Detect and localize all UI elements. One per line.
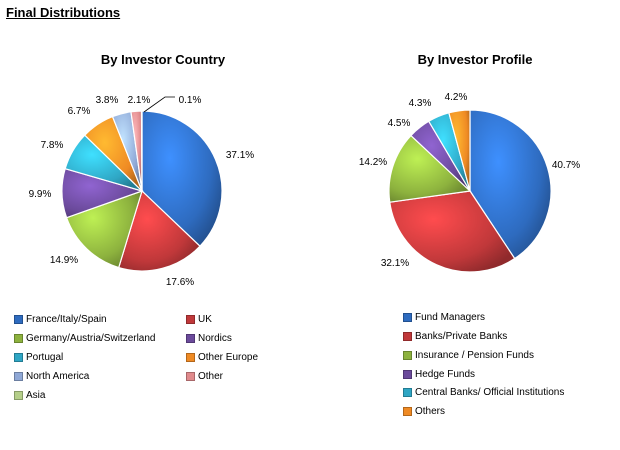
legend-item: Asia: [14, 390, 45, 401]
page-title: Final Distributions: [6, 5, 121, 20]
slice-value-label: 3.8%: [96, 95, 119, 106]
legend-item: France/Italy/Spain: [14, 314, 107, 325]
legend-label: France/Italy/Spain: [26, 314, 107, 325]
slice-value-label: 2.1%: [128, 95, 151, 106]
slice-value-label: 14.9%: [50, 255, 78, 266]
legend-label: North America: [26, 371, 90, 382]
legend-swatch: [14, 372, 23, 381]
slice-value-label: 40.7%: [552, 160, 580, 171]
legend-swatch: [403, 370, 412, 379]
legend-swatch: [186, 372, 195, 381]
legend-label: Insurance / Pension Funds: [415, 350, 534, 361]
legend-label: Fund Managers: [415, 312, 486, 323]
legend-swatch: [186, 353, 195, 362]
slice-value-label: 9.9%: [29, 189, 52, 200]
pie-slice-france-italy-spain: [141, 110, 223, 247]
legend-label: Hedge Funds: [415, 369, 476, 380]
legend-label: Others: [415, 406, 446, 417]
slice-value-label: 17.6%: [166, 277, 194, 288]
legend-label: Portugal: [26, 352, 64, 363]
slice-value-label: 4.5%: [388, 118, 411, 129]
pie-slice-germany-austria-switzerland: [65, 190, 143, 269]
pie-slice-insurance-pension-funds: [388, 134, 472, 203]
legend-label: Nordics: [198, 333, 232, 344]
leader-line: [143, 96, 175, 113]
pie-slice-others: [448, 109, 471, 192]
legend-item: Fund Managers: [403, 312, 485, 323]
legend-swatch: [186, 334, 195, 343]
pie-slice-asia: [140, 110, 143, 192]
slice-value-label: 32.1%: [381, 258, 409, 269]
legend-swatch: [14, 315, 23, 324]
legend-swatch: [403, 351, 412, 360]
legend-swatch: [403, 388, 412, 397]
chart-title-country: By Investor Country: [100, 52, 226, 67]
slice-value-label: 37.1%: [226, 150, 254, 161]
legend-item: Hedge Funds: [403, 369, 475, 380]
legend-label: Asia: [26, 390, 46, 401]
legend-swatch: [186, 315, 195, 324]
legend-item: Germany/Austria/Switzerland: [14, 333, 156, 344]
legend-label: UK: [198, 314, 212, 325]
legend-label: Germany/Austria/Switzerland: [26, 333, 156, 344]
slice-value-label: 6.7%: [68, 106, 91, 117]
slice-value-label: 4.2%: [445, 92, 468, 103]
slice-value-label: 4.3%: [409, 98, 432, 109]
legend-item: Others: [403, 406, 445, 417]
legend-item: North America: [14, 371, 89, 382]
legend-item: Central Banks/ Official Institutions: [403, 387, 564, 398]
slice-value-label: 14.2%: [359, 157, 387, 168]
legend-item: Nordics: [186, 333, 232, 344]
legend-swatch: [14, 334, 23, 343]
legend-label: Banks/Private Banks: [415, 331, 508, 342]
legend-item: UK: [186, 314, 212, 325]
legend-label: Other Europe: [198, 352, 259, 363]
slice-value-label: 7.8%: [41, 140, 64, 151]
legend-item: Insurance / Pension Funds: [403, 350, 534, 361]
legend-item: Other: [186, 371, 223, 382]
slice-value-label: 0.1%: [179, 95, 202, 106]
legend-item: Banks/Private Banks: [403, 331, 507, 342]
legend-swatch: [403, 313, 412, 322]
pie-slice-uk: [117, 189, 201, 272]
legend-label: Other: [198, 371, 224, 382]
pie-slice-banks-private-banks: [389, 190, 516, 273]
chart-title-profile: By Investor Profile: [417, 52, 533, 67]
legend-swatch: [403, 407, 412, 416]
legend-swatch: [403, 332, 412, 341]
legend-item: Portugal: [14, 352, 63, 363]
legend-label: Central Banks/ Official Institutions: [415, 387, 565, 398]
legend-swatch: [14, 353, 23, 362]
legend-item: Other Europe: [186, 352, 258, 363]
legend-swatch: [14, 391, 23, 400]
